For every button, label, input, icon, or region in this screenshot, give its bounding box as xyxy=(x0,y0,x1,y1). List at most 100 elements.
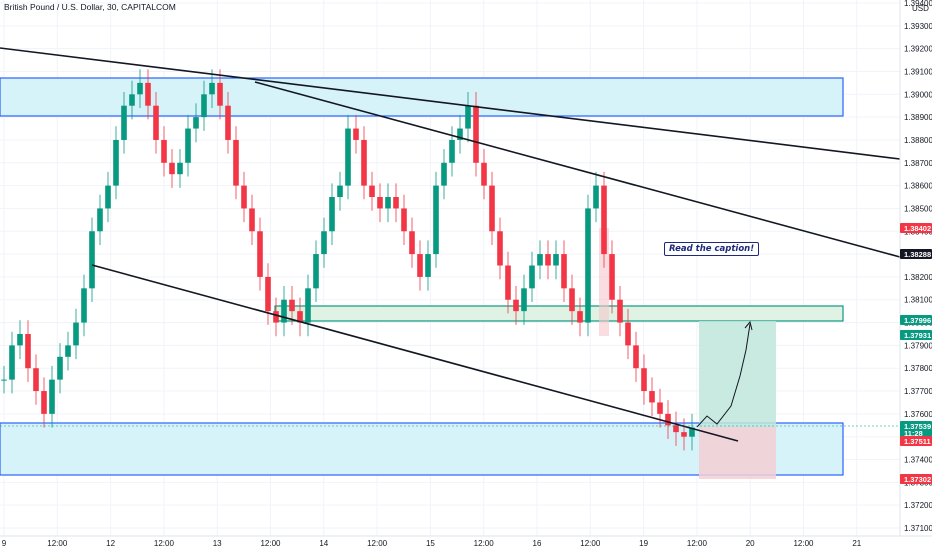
price-tag xyxy=(900,421,932,437)
stop-loss-box[interactable] xyxy=(699,427,776,479)
read-caption-note[interactable]: Read the caption! xyxy=(664,242,760,256)
candle-body xyxy=(1,379,7,381)
candle-body xyxy=(257,231,263,277)
price-tick-label: 1.39300 xyxy=(904,22,932,31)
profit-target-box[interactable] xyxy=(699,321,776,427)
candle-body xyxy=(497,231,503,266)
candle-body xyxy=(169,162,175,175)
price-tick-label: 1.39100 xyxy=(904,67,932,76)
candle-body xyxy=(689,427,695,437)
currency-label: USD xyxy=(912,4,929,13)
time-tick-label: 12 xyxy=(106,539,115,548)
time-tick-label: 12:00 xyxy=(154,539,175,548)
price-tick-label: 1.37600 xyxy=(904,410,932,419)
arrow-head xyxy=(744,320,753,331)
price-tag-label: 1.37931 xyxy=(904,331,931,340)
candle-body xyxy=(401,208,407,232)
price-tick-label: 1.38700 xyxy=(904,159,932,168)
candle-body xyxy=(577,311,583,323)
candle-body xyxy=(409,231,415,255)
time-tick-label: 20 xyxy=(746,539,755,548)
candle-body xyxy=(217,82,223,106)
candle-body xyxy=(561,254,567,289)
candle-body xyxy=(249,208,255,232)
candle-body xyxy=(393,197,399,209)
price-tick-label: 1.38500 xyxy=(904,204,932,213)
time-tick-label: 16 xyxy=(533,539,542,548)
time-axis[interactable]: 9 12:00 12 12:00 13 12:00 14 12:00 15 12:00 16 12:0… xyxy=(2,539,862,548)
candle-body xyxy=(473,105,479,163)
candle-body xyxy=(313,254,319,289)
price-tag xyxy=(900,249,932,259)
price-tag xyxy=(900,474,932,484)
time-tick-label: 12:00 xyxy=(47,539,68,548)
candle-body xyxy=(289,299,295,312)
candle-body xyxy=(449,139,455,163)
time-tick-label: 12:00 xyxy=(687,539,708,548)
price-tick-label: 1.37800 xyxy=(904,364,932,373)
candle-body xyxy=(569,288,575,312)
time-axis-bg xyxy=(0,536,932,550)
candle-body xyxy=(505,265,511,300)
candle-body xyxy=(65,345,71,357)
candle-body xyxy=(625,322,631,346)
candle-body xyxy=(265,276,271,312)
trendline-upper-steep[interactable] xyxy=(254,81,901,258)
candle-body xyxy=(417,254,423,277)
time-tick-label: 15 xyxy=(426,539,435,548)
price-tag-label: 1.37539 xyxy=(904,422,931,431)
candle-body xyxy=(649,391,655,403)
candle-body xyxy=(137,82,143,95)
candle-body xyxy=(361,139,367,186)
candle-body xyxy=(337,185,343,198)
candle-body xyxy=(49,379,55,414)
candle-body xyxy=(593,185,599,209)
candle-body xyxy=(97,208,103,232)
price-tick-label: 1.38900 xyxy=(904,113,932,122)
candle-body xyxy=(177,162,183,175)
time-tick-label: 9 xyxy=(2,539,7,548)
candle-body xyxy=(441,162,447,186)
candle-body xyxy=(297,311,303,323)
price-tick-label: 1.38100 xyxy=(904,296,932,305)
time-tick-label: 12:00 xyxy=(793,539,814,548)
price-tag-label: 1.37511 xyxy=(904,437,931,446)
candle-body xyxy=(641,368,647,392)
price-axis-bg xyxy=(900,0,932,550)
candle-body xyxy=(81,288,87,323)
time-tick-label: 12:00 xyxy=(260,539,281,548)
candle-body xyxy=(57,356,63,380)
candle-body xyxy=(225,105,231,140)
price-tick-label: 1.37400 xyxy=(904,456,932,465)
support-retest-zone[interactable] xyxy=(274,305,844,322)
time-tick-label: 12:00 xyxy=(367,539,388,548)
price-tick-label: 1.38800 xyxy=(904,136,932,145)
candle-body xyxy=(545,254,551,266)
candle-body xyxy=(673,425,679,433)
trendline-lower-channel[interactable] xyxy=(91,264,739,442)
candle-body xyxy=(353,128,359,140)
candle-body xyxy=(345,128,351,186)
candle-body xyxy=(129,94,135,106)
candle-body xyxy=(153,105,159,140)
candle-body xyxy=(193,117,199,129)
candle-body xyxy=(433,185,439,255)
candle-body xyxy=(9,345,15,380)
price-tick-label: 1.37700 xyxy=(904,387,932,396)
candle-body xyxy=(105,185,111,209)
candle-body xyxy=(513,299,519,312)
trendline-upper-long[interactable] xyxy=(0,47,901,160)
price-tick-label: 1.39000 xyxy=(904,90,932,99)
candle-body xyxy=(185,128,191,163)
price-tick-label: 1.38600 xyxy=(904,182,932,191)
candle-body xyxy=(529,265,535,289)
candle-body xyxy=(273,311,279,323)
price-tag xyxy=(900,436,932,446)
time-tick-label: 12:00 xyxy=(474,539,495,548)
time-tick-label: 21 xyxy=(852,539,861,548)
candle-body xyxy=(537,254,543,266)
price-tags: 1.38402 1.38288 1.37996 1.37931 1.3753911:28… xyxy=(900,223,932,484)
candle-body xyxy=(489,185,495,232)
candle-body xyxy=(209,82,215,95)
